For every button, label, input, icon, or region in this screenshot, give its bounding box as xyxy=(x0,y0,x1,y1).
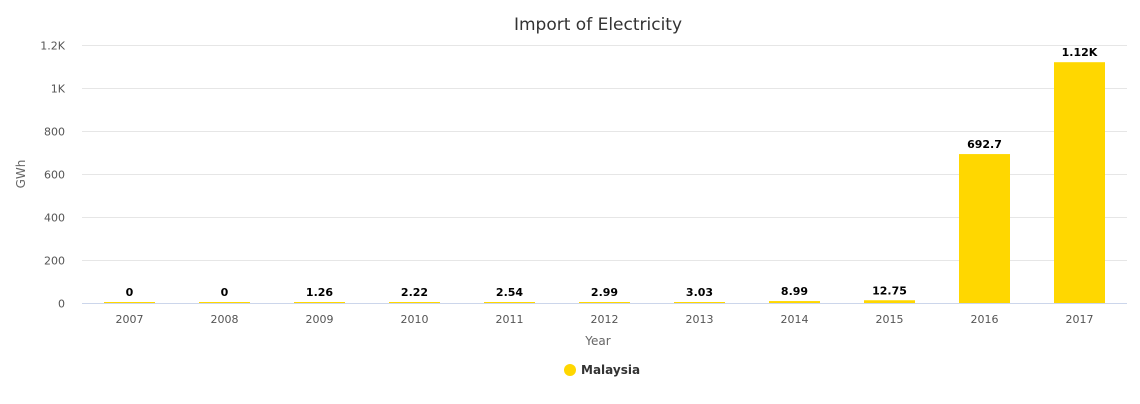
bar-2010[interactable] xyxy=(389,302,440,303)
y-axis-ticks: 0 200 400 600 800 1K 1.2K xyxy=(40,40,65,311)
bar-2009[interactable] xyxy=(294,302,345,303)
data-label-2017: 1.12K xyxy=(1062,46,1098,59)
legend-marker-malaysia[interactable] xyxy=(564,364,576,376)
y-tick-label: 800 xyxy=(44,126,65,139)
x-axis-ticks: 2007 2008 2009 2010 2011 2012 2013 2014 2015 2016… xyxy=(116,313,1094,326)
y-axis-title: GWh xyxy=(14,160,28,189)
gridlines xyxy=(82,45,1127,261)
bar-2013[interactable] xyxy=(674,302,725,303)
data-label-2008: 0 xyxy=(221,286,229,299)
x-tick-label: 2008 xyxy=(211,313,239,326)
x-tick-label: 2009 xyxy=(306,313,334,326)
legend[interactable]: Malaysia xyxy=(564,363,640,377)
legend-label-malaysia[interactable]: Malaysia xyxy=(581,363,640,377)
x-tick-label: 2013 xyxy=(686,313,714,326)
y-tick-label: 0 xyxy=(58,298,65,311)
x-tick-label: 2012 xyxy=(591,313,619,326)
data-label-2009: 1.26 xyxy=(306,286,333,299)
data-label-2011: 2.54 xyxy=(496,286,523,299)
x-tick-label: 2010 xyxy=(401,313,429,326)
x-tick-label: 2015 xyxy=(876,313,904,326)
data-label-2015: 12.75 xyxy=(872,284,907,297)
bars xyxy=(104,62,1105,304)
x-tick-label: 2007 xyxy=(116,313,144,326)
y-tick-label: 200 xyxy=(44,255,65,268)
bar-2011[interactable] xyxy=(484,302,535,303)
x-tick-label: 2014 xyxy=(781,313,809,326)
bar-2014[interactable] xyxy=(769,301,820,303)
data-label-2012: 2.99 xyxy=(591,286,618,299)
y-tick-label: 1.2K xyxy=(40,40,65,53)
x-tick-label: 2016 xyxy=(971,313,999,326)
y-tick-label: 400 xyxy=(44,212,65,225)
data-labels: 0 0 1.26 2.22 2.54 2.99 3.03 8.99 12.75 692.7 1.12… xyxy=(126,46,1098,299)
bar-2008[interactable] xyxy=(199,302,250,303)
bar-2017[interactable] xyxy=(1054,62,1105,304)
x-tick-label: 2011 xyxy=(496,313,524,326)
data-label-2007: 0 xyxy=(126,286,134,299)
bar-2015[interactable] xyxy=(864,300,915,303)
bar-2016[interactable] xyxy=(959,154,1010,303)
data-label-2014: 8.99 xyxy=(781,285,808,298)
y-tick-label: 600 xyxy=(44,169,65,182)
x-axis-title: Year xyxy=(584,334,610,348)
bar-2007[interactable] xyxy=(104,302,155,303)
bar-2012[interactable] xyxy=(579,302,630,303)
y-tick-label: 1K xyxy=(51,83,66,96)
data-label-2016: 692.7 xyxy=(967,138,1002,151)
data-label-2010: 2.22 xyxy=(401,286,428,299)
x-tick-label: 2017 xyxy=(1066,313,1094,326)
chart-title: Import of Electricity xyxy=(514,15,682,35)
data-label-2013: 3.03 xyxy=(686,286,713,299)
